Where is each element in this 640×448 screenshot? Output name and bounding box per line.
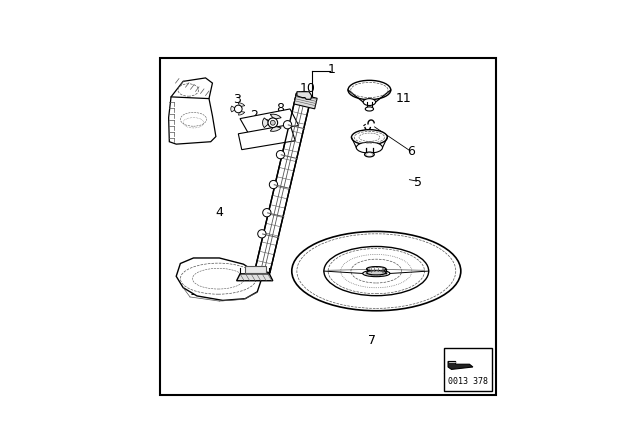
Polygon shape [245,266,266,273]
Polygon shape [270,127,281,131]
Polygon shape [255,94,311,273]
Text: 10: 10 [300,82,316,95]
Circle shape [264,119,268,124]
Text: 8: 8 [276,103,284,116]
Ellipse shape [367,271,386,275]
Circle shape [276,151,285,159]
Ellipse shape [367,267,386,271]
Polygon shape [240,109,299,134]
Text: 5: 5 [413,176,422,189]
Polygon shape [168,97,216,144]
Polygon shape [448,362,473,370]
Ellipse shape [363,99,376,105]
Text: 2: 2 [250,109,258,122]
Text: 3: 3 [233,93,241,106]
Polygon shape [239,103,244,106]
Polygon shape [270,114,281,119]
Text: 6: 6 [407,145,415,158]
Circle shape [262,209,271,217]
Ellipse shape [348,80,391,99]
Ellipse shape [365,152,374,157]
Circle shape [234,105,242,113]
Polygon shape [237,274,273,281]
Polygon shape [176,258,260,301]
Ellipse shape [351,129,387,145]
Ellipse shape [365,107,374,111]
Polygon shape [171,78,212,104]
Ellipse shape [356,142,383,153]
Polygon shape [231,106,235,112]
Polygon shape [294,94,317,109]
Polygon shape [262,118,268,128]
Circle shape [270,121,275,125]
Ellipse shape [292,232,461,311]
Text: 0013 378: 0013 378 [448,377,488,386]
Text: 9: 9 [189,285,196,298]
Polygon shape [297,92,312,99]
Circle shape [258,230,266,238]
Ellipse shape [363,270,390,277]
Polygon shape [239,112,244,115]
Text: 1: 1 [328,63,335,76]
Text: 4: 4 [216,206,223,219]
Text: 11: 11 [396,92,412,105]
Circle shape [284,121,292,129]
Circle shape [269,181,278,189]
Circle shape [268,118,278,128]
Polygon shape [238,125,295,150]
Bar [444,348,492,391]
Text: 7: 7 [368,334,376,347]
